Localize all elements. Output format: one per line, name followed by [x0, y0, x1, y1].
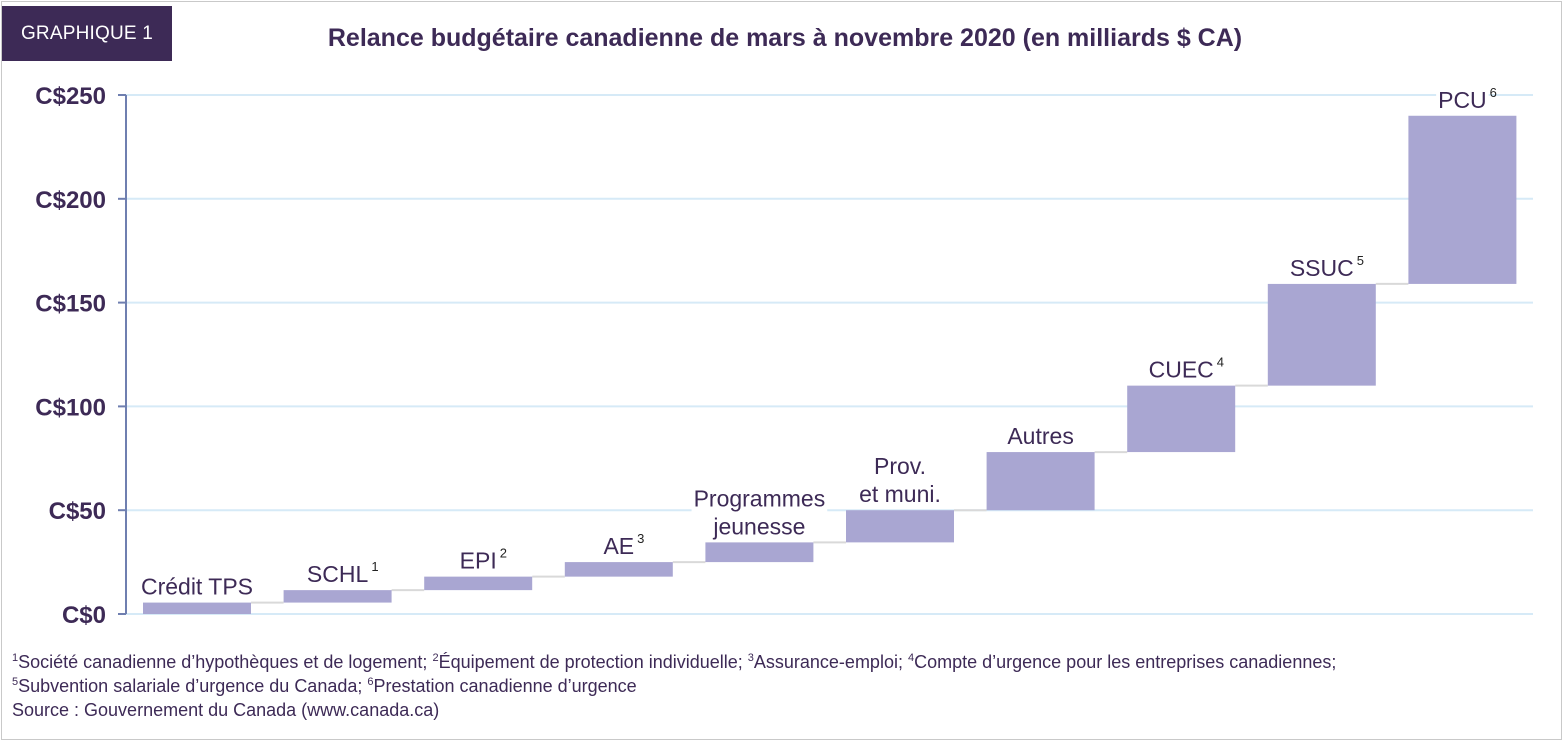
footnote-mark: 6 [367, 676, 374, 688]
footnote-mark: 1 [12, 652, 19, 664]
footnote-text: Société canadienne d’hypothèques et de l… [18, 652, 433, 672]
footnote-mark-label: 3 [637, 531, 644, 546]
y-tick-label: C$0 [62, 602, 106, 629]
category-label: AE [603, 533, 634, 559]
footnote-mark: 3 [747, 652, 754, 664]
label-background [601, 532, 637, 561]
footnote-text: Subvention salariale d’urgence du Canada… [18, 676, 368, 696]
figure-badge: GRAPHIQUE 1 [2, 6, 172, 61]
footnote-mark: 2 [432, 652, 439, 664]
label-background [304, 560, 371, 589]
footnote-text: Équipement de protection individuelle; [438, 652, 748, 672]
label-background [691, 484, 828, 513]
label-background [872, 452, 928, 481]
category-label: Programmes [694, 485, 826, 511]
footnote-mark-label: 2 [500, 546, 507, 561]
footnote-mark: 5 [12, 676, 19, 688]
label-background [457, 546, 499, 575]
category-label: et muni. [859, 481, 941, 507]
footnote-mark-label: 6 [1490, 85, 1497, 100]
category-label: jeunesse [712, 513, 805, 539]
bar [1127, 385, 1236, 453]
y-tick-label: C$100 [35, 394, 106, 421]
chart-title: Relance budgétaire canadienne de mars à … [327, 24, 1243, 52]
label-background [857, 480, 943, 509]
label-background [1146, 355, 1216, 384]
category-label: SCHL [307, 561, 369, 587]
footnote-mark: 4 [907, 652, 915, 664]
bar [846, 510, 954, 543]
footnote-mark-label: 1 [371, 559, 378, 574]
footnote-text: Compte d’urgence pour les entreprises ca… [914, 652, 1337, 672]
footnote-line-2: 5Subvention salariale d’urgence du Canad… [12, 674, 1560, 698]
bar [564, 562, 673, 577]
category-label: EPI [460, 548, 497, 574]
footnote-text: Assurance-emploi; [753, 652, 908, 672]
y-tick-label: C$250 [35, 83, 106, 110]
category-label: Autres [1007, 423, 1073, 449]
label-background [138, 572, 256, 601]
label-background [1287, 253, 1356, 282]
bar [143, 602, 251, 614]
footnote-mark-label: 5 [1357, 253, 1364, 268]
y-tick-label: C$50 [49, 498, 106, 525]
y-tick-label: C$150 [35, 291, 106, 318]
bar [986, 452, 1095, 511]
footnotes: 1Société canadienne d’hypothèques et de … [12, 650, 1560, 722]
category-label: CUEC [1149, 357, 1214, 383]
footnote-mark-label: 4 [1217, 355, 1224, 370]
bar [705, 542, 814, 563]
y-tick-label: C$200 [35, 187, 106, 214]
label-background [1005, 422, 1076, 451]
bar [424, 576, 533, 591]
category-label: PCU [1438, 87, 1487, 113]
source-note: Source : Gouvernement du Canada (www.can… [12, 700, 440, 720]
bar [1267, 283, 1376, 386]
category-label: Crédit TPS [141, 574, 253, 600]
footnote-line-1: 1Société canadienne d’hypothèques et de … [12, 650, 1560, 674]
label-background [1436, 85, 1489, 114]
bar [1408, 115, 1517, 284]
category-label: SSUC [1290, 255, 1354, 281]
category-label: Prov. [874, 453, 926, 479]
bar [283, 590, 392, 603]
footnote-text: Prestation canadienne d’urgence [373, 676, 637, 696]
label-background [710, 512, 808, 541]
